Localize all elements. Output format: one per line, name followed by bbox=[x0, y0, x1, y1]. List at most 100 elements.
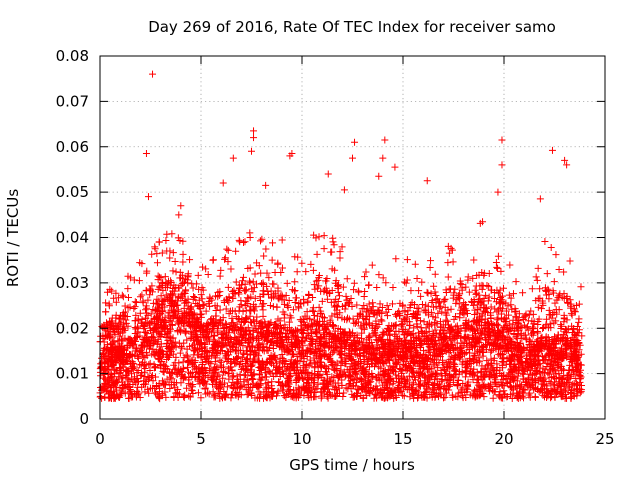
data-point bbox=[372, 373, 380, 381]
data-point bbox=[547, 244, 555, 252]
data-point bbox=[511, 375, 519, 383]
data-point bbox=[205, 359, 213, 367]
data-point bbox=[121, 334, 129, 342]
data-point bbox=[249, 278, 257, 286]
data-point bbox=[168, 230, 176, 238]
data-point bbox=[427, 257, 435, 265]
data-point bbox=[139, 297, 147, 305]
data-point bbox=[163, 375, 171, 383]
data-point bbox=[146, 359, 154, 367]
data-point bbox=[549, 336, 557, 344]
data-point bbox=[181, 391, 189, 399]
data-point bbox=[169, 267, 177, 275]
data-point bbox=[502, 307, 510, 315]
data-point bbox=[124, 322, 132, 330]
data-point bbox=[431, 270, 439, 278]
data-point bbox=[141, 368, 149, 376]
data-point bbox=[206, 302, 214, 310]
data-point bbox=[368, 261, 376, 269]
data-point bbox=[172, 268, 180, 276]
data-point bbox=[327, 358, 335, 366]
data-point bbox=[415, 287, 423, 295]
data-point bbox=[577, 373, 585, 381]
data-point bbox=[168, 321, 176, 329]
data-point bbox=[172, 389, 180, 397]
data-point bbox=[298, 339, 306, 347]
data-point bbox=[362, 268, 370, 276]
data-point bbox=[236, 324, 244, 332]
data-point bbox=[568, 328, 576, 336]
data-point bbox=[479, 282, 487, 290]
data-point bbox=[428, 297, 436, 305]
data-point bbox=[422, 385, 430, 393]
data-point bbox=[209, 256, 217, 264]
data-point bbox=[493, 333, 501, 341]
data-point bbox=[453, 322, 461, 330]
data-point bbox=[302, 268, 310, 276]
data-point bbox=[258, 235, 266, 243]
data-point bbox=[265, 274, 273, 282]
data-point bbox=[431, 326, 439, 334]
data-point bbox=[283, 279, 291, 287]
data-point bbox=[372, 382, 380, 390]
data-point bbox=[115, 363, 123, 371]
data-point bbox=[219, 367, 227, 375]
data-point bbox=[268, 256, 276, 264]
data-point bbox=[154, 285, 162, 293]
data-point bbox=[311, 385, 319, 393]
data-point bbox=[239, 273, 247, 281]
data-point bbox=[353, 301, 361, 309]
data-point bbox=[483, 345, 491, 353]
data-point bbox=[161, 273, 169, 281]
data-point bbox=[365, 281, 373, 289]
data-point bbox=[528, 285, 536, 293]
data-point bbox=[179, 258, 187, 266]
data-point bbox=[473, 301, 481, 309]
data-point bbox=[405, 329, 413, 337]
data-point bbox=[102, 299, 110, 307]
data-point bbox=[524, 323, 532, 331]
data-point bbox=[494, 314, 502, 322]
data-point bbox=[104, 362, 112, 370]
data-point bbox=[462, 367, 470, 375]
data-point bbox=[205, 390, 213, 398]
data-point bbox=[509, 290, 517, 298]
data-point bbox=[389, 380, 397, 388]
data-point bbox=[526, 389, 534, 397]
data-point bbox=[330, 347, 338, 355]
data-point bbox=[507, 301, 515, 309]
data-point bbox=[320, 384, 328, 392]
data-point bbox=[198, 295, 206, 303]
data-point bbox=[415, 304, 423, 312]
data-point bbox=[551, 299, 559, 307]
data-point bbox=[497, 310, 505, 318]
data-point bbox=[270, 342, 278, 350]
data-point bbox=[266, 302, 274, 310]
data-point bbox=[166, 384, 174, 392]
data-point bbox=[362, 353, 370, 361]
data-point bbox=[456, 277, 464, 285]
data-point bbox=[514, 372, 522, 380]
data-point bbox=[185, 373, 193, 381]
data-point bbox=[293, 268, 301, 276]
data-point bbox=[291, 299, 299, 307]
data-point bbox=[184, 270, 192, 278]
data-point bbox=[313, 385, 321, 393]
data-point bbox=[380, 329, 388, 337]
data-point bbox=[263, 269, 271, 277]
data-point bbox=[444, 273, 452, 281]
data-point bbox=[141, 328, 149, 336]
data-point bbox=[563, 329, 571, 337]
data-point bbox=[170, 394, 178, 402]
data-point bbox=[210, 323, 218, 331]
data-point bbox=[119, 293, 127, 301]
data-point bbox=[512, 278, 520, 286]
data-point bbox=[472, 290, 480, 298]
data-point bbox=[418, 300, 426, 308]
data-point bbox=[259, 312, 267, 320]
data-point bbox=[106, 393, 114, 401]
data-point bbox=[216, 272, 224, 280]
data-point bbox=[487, 355, 495, 363]
data-point bbox=[339, 283, 347, 291]
